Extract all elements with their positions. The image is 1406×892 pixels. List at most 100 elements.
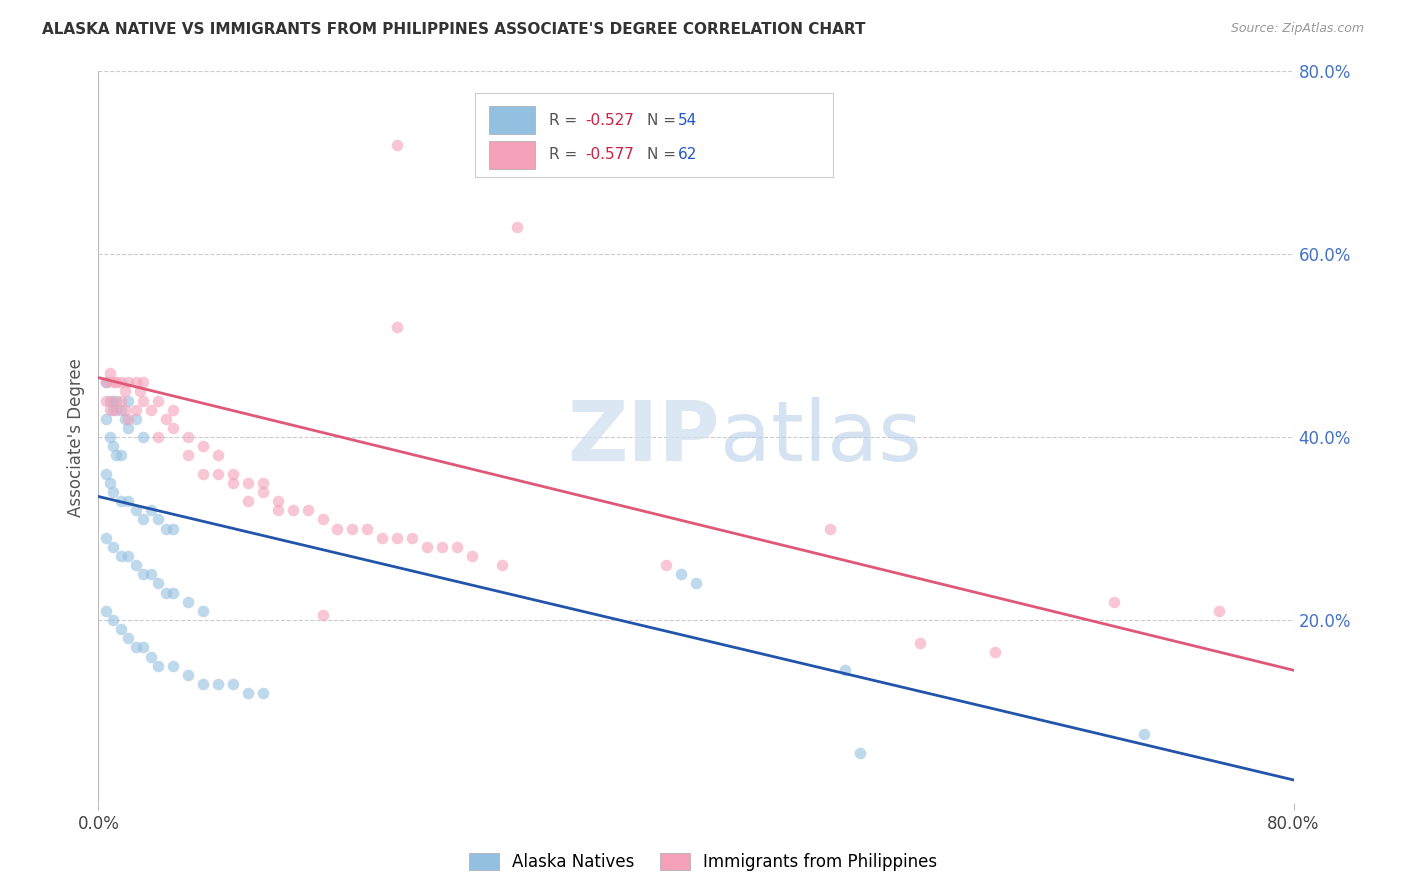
- Point: [491, 558, 513, 573]
- Point: [110, 376, 132, 390]
- Point: [177, 594, 200, 608]
- Point: [94, 412, 117, 426]
- Point: [326, 521, 349, 535]
- Point: [117, 376, 139, 390]
- Point: [139, 567, 162, 582]
- Point: [114, 402, 136, 417]
- Point: [236, 686, 259, 700]
- Point: [385, 531, 409, 545]
- Point: [103, 613, 125, 627]
- Text: R =: R =: [548, 147, 582, 162]
- Text: ALASKA NATIVE VS IMMIGRANTS FROM PHILIPPINES ASSOCIATE'S DEGREE CORRELATION CHAR: ALASKA NATIVE VS IMMIGRANTS FROM PHILIPP…: [42, 22, 866, 37]
- Point: [155, 412, 177, 426]
- Text: -0.577: -0.577: [585, 147, 634, 162]
- Point: [416, 540, 439, 554]
- Point: [162, 585, 184, 599]
- Point: [125, 376, 148, 390]
- Point: [117, 393, 139, 408]
- Text: ZIP: ZIP: [568, 397, 720, 477]
- Point: [139, 503, 162, 517]
- Point: [94, 467, 117, 481]
- Point: [100, 366, 122, 380]
- Point: [191, 677, 214, 691]
- Point: [371, 531, 394, 545]
- Y-axis label: Associate's Degree: Associate's Degree: [66, 358, 84, 516]
- Point: [110, 549, 132, 563]
- Point: [125, 558, 148, 573]
- Point: [125, 503, 148, 517]
- Point: [236, 475, 259, 490]
- Point: [103, 540, 125, 554]
- Point: [105, 393, 128, 408]
- Point: [148, 430, 170, 444]
- Point: [984, 645, 1007, 659]
- Point: [267, 494, 290, 508]
- Point: [103, 485, 125, 500]
- Point: [100, 475, 122, 490]
- Point: [177, 430, 200, 444]
- Point: [155, 585, 177, 599]
- Point: [252, 485, 274, 500]
- Point: [94, 376, 117, 390]
- Text: 54: 54: [678, 113, 697, 128]
- Point: [820, 521, 842, 535]
- Point: [155, 521, 177, 535]
- Point: [162, 521, 184, 535]
- Point: [252, 686, 274, 700]
- Point: [114, 412, 136, 426]
- Point: [114, 384, 136, 399]
- Point: [430, 540, 453, 554]
- Point: [105, 449, 128, 463]
- Point: [685, 576, 707, 591]
- Text: R =: R =: [548, 113, 582, 128]
- Point: [94, 376, 117, 390]
- Point: [148, 512, 170, 526]
- Point: [162, 658, 184, 673]
- Point: [132, 430, 155, 444]
- Point: [117, 632, 139, 646]
- Point: [356, 521, 378, 535]
- Point: [94, 531, 117, 545]
- Point: [385, 137, 409, 152]
- Point: [461, 549, 484, 563]
- Point: [207, 677, 229, 691]
- Point: [117, 412, 139, 426]
- Point: [177, 667, 200, 681]
- Point: [105, 376, 128, 390]
- Point: [132, 393, 155, 408]
- Point: [103, 393, 125, 408]
- Point: [110, 494, 132, 508]
- Point: [207, 467, 229, 481]
- Point: [222, 467, 245, 481]
- Point: [105, 402, 128, 417]
- Point: [148, 393, 170, 408]
- Text: -0.527: -0.527: [585, 113, 634, 128]
- Point: [669, 567, 692, 582]
- Point: [342, 521, 364, 535]
- Text: N =: N =: [647, 113, 681, 128]
- Point: [117, 494, 139, 508]
- Point: [148, 576, 170, 591]
- Point: [117, 549, 139, 563]
- Point: [311, 608, 333, 623]
- Point: [267, 503, 290, 517]
- Point: [125, 640, 148, 655]
- Point: [162, 402, 184, 417]
- FancyBboxPatch shape: [475, 94, 834, 178]
- Point: [252, 475, 274, 490]
- Point: [311, 512, 333, 526]
- Point: [281, 503, 304, 517]
- Point: [103, 439, 125, 453]
- Point: [191, 604, 214, 618]
- Point: [908, 636, 931, 650]
- Point: [132, 567, 155, 582]
- Point: [834, 663, 856, 677]
- Point: [100, 402, 122, 417]
- Point: [506, 219, 529, 234]
- Text: N =: N =: [647, 147, 681, 162]
- Point: [139, 649, 162, 664]
- Point: [132, 640, 155, 655]
- Point: [148, 658, 170, 673]
- Point: [94, 604, 117, 618]
- Point: [1133, 727, 1156, 741]
